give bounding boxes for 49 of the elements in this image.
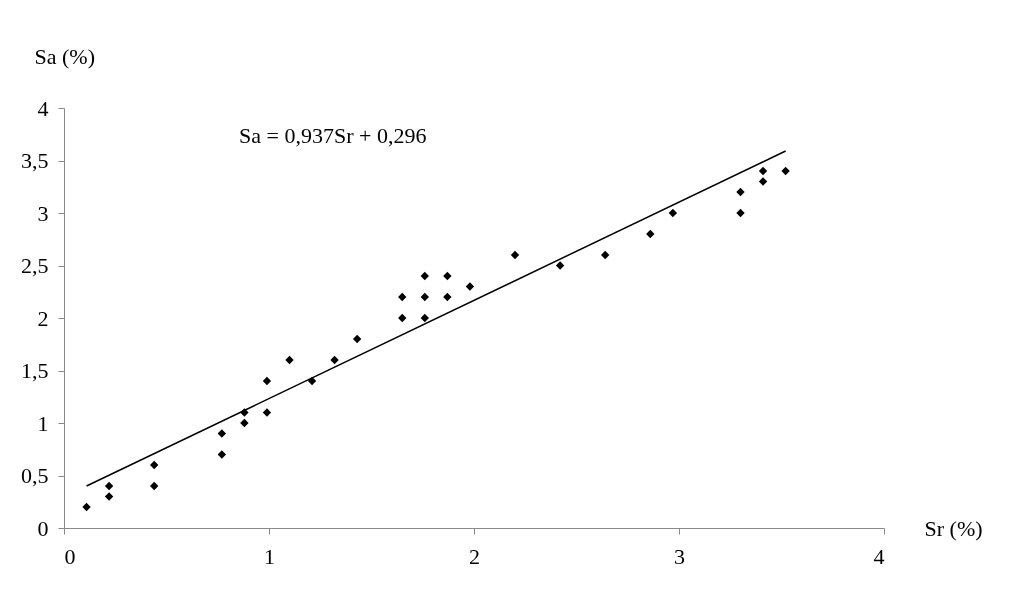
point xyxy=(443,271,452,281)
point xyxy=(555,261,565,270)
point xyxy=(150,460,159,470)
point xyxy=(262,376,272,386)
x-tick-label: 4 xyxy=(873,543,885,569)
point xyxy=(398,313,407,323)
y-tick-label: 3 xyxy=(37,200,49,226)
point xyxy=(443,292,452,302)
point xyxy=(420,292,429,302)
point xyxy=(601,250,610,260)
point xyxy=(758,177,768,186)
x-tick-label: 2 xyxy=(469,543,480,569)
x-axis-title: Sr (%) xyxy=(924,515,983,541)
point xyxy=(758,166,768,176)
point xyxy=(217,429,227,438)
point xyxy=(398,292,407,302)
point xyxy=(285,355,294,365)
point xyxy=(307,376,317,386)
annotation: Sa = 0,937Sr + 0,296 xyxy=(239,123,427,148)
y-axis-title: Sa (%) xyxy=(34,43,95,69)
point xyxy=(465,282,475,291)
point xyxy=(736,187,745,197)
y-tick-label: 2 xyxy=(37,305,49,331)
y-tick-label: 0,5 xyxy=(21,463,49,488)
x-tick-label: 3 xyxy=(674,543,685,569)
point xyxy=(240,418,249,428)
y-tick-label: 3,5 xyxy=(21,148,49,173)
point xyxy=(352,334,362,344)
point xyxy=(104,481,114,491)
point xyxy=(330,355,339,365)
y-tick-label: 1,5 xyxy=(21,358,49,383)
point xyxy=(510,250,520,260)
y-tick-label: 4 xyxy=(37,95,49,121)
point xyxy=(420,313,429,323)
point xyxy=(781,166,790,176)
y-tick-label: 1 xyxy=(37,410,49,436)
point xyxy=(668,208,678,218)
point xyxy=(420,271,429,281)
x-tick-label: 1 xyxy=(264,543,275,569)
point xyxy=(104,492,114,501)
point xyxy=(262,408,272,417)
point xyxy=(217,450,227,459)
y-tick-label: 0 xyxy=(37,515,49,541)
point xyxy=(646,229,655,239)
point xyxy=(82,502,91,512)
point xyxy=(150,481,159,491)
y-tick-label: 2,5 xyxy=(21,253,49,278)
x-tick-label: 0 xyxy=(64,543,76,569)
point xyxy=(736,208,745,218)
